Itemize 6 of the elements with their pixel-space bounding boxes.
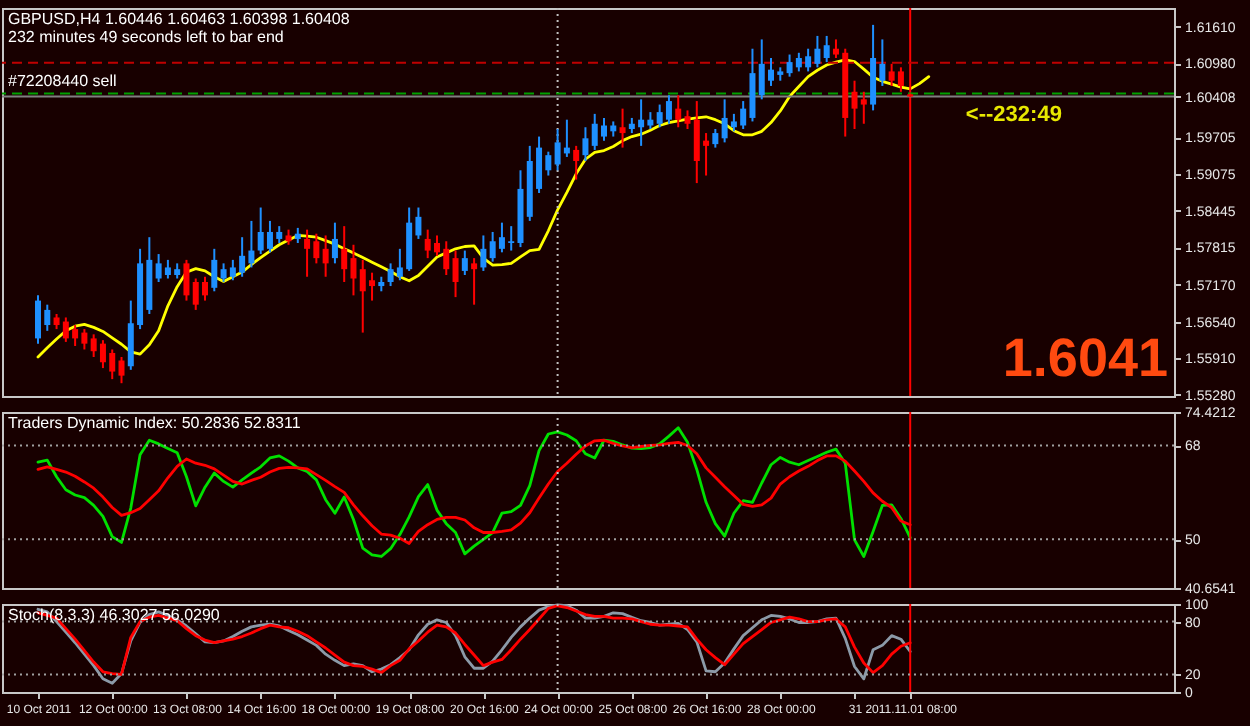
- annotation: 1.6041: [1002, 328, 1168, 388]
- chart-title: Traders Dynamic Index: 50.2836 52.8311: [8, 414, 302, 432]
- annotation: <--232:49: [965, 102, 1062, 127]
- chart-title: GBPUSD,H4 1.60446 1.60463 1.60398 1.60408: [8, 10, 351, 28]
- text: 232 minutes 49 seconds left to bar end: [8, 28, 284, 46]
- ref-line-label: #72208440 sell: [8, 71, 117, 90]
